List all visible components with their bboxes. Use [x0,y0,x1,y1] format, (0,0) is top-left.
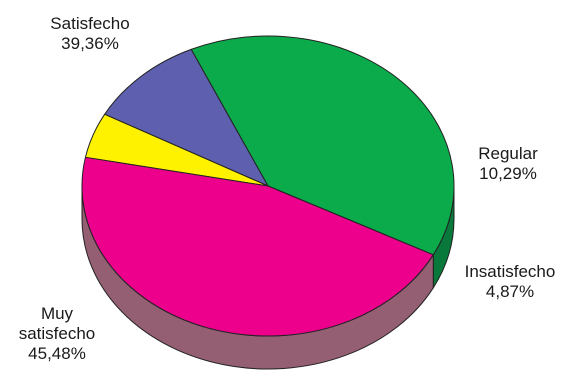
slice-label-regular: Regular 10,29% [458,144,558,184]
slice-name-insatisfecho: Insatisfecho [464,262,556,281]
pie-top-layer [81,35,455,337]
slice-label-insatisfecho: Insatisfecho 4,87% [450,262,570,302]
slice-label-satisfecho: Satisfecho 39,36% [30,14,150,54]
slice-name-regular: Regular [478,144,538,163]
slice-name-satisfecho: Satisfecho [50,14,130,33]
slice-label-muy-satisfecho: Muy satisfecho 45,48% [2,304,112,364]
slice-top-regular [104,48,269,187]
slice-value-satisfecho: 39,36% [61,34,119,53]
slice-value-muy-satisfecho: 45,48% [28,344,86,363]
slice-top-muy-satisfecho [81,156,434,337]
slice-name-muy-satisfecho: Muy satisfecho [18,304,96,343]
slice-value-insatisfecho: 4,87% [485,282,535,301]
slice-top-satisfecho [190,35,455,256]
slice-value-regular: 10,29% [479,164,537,183]
